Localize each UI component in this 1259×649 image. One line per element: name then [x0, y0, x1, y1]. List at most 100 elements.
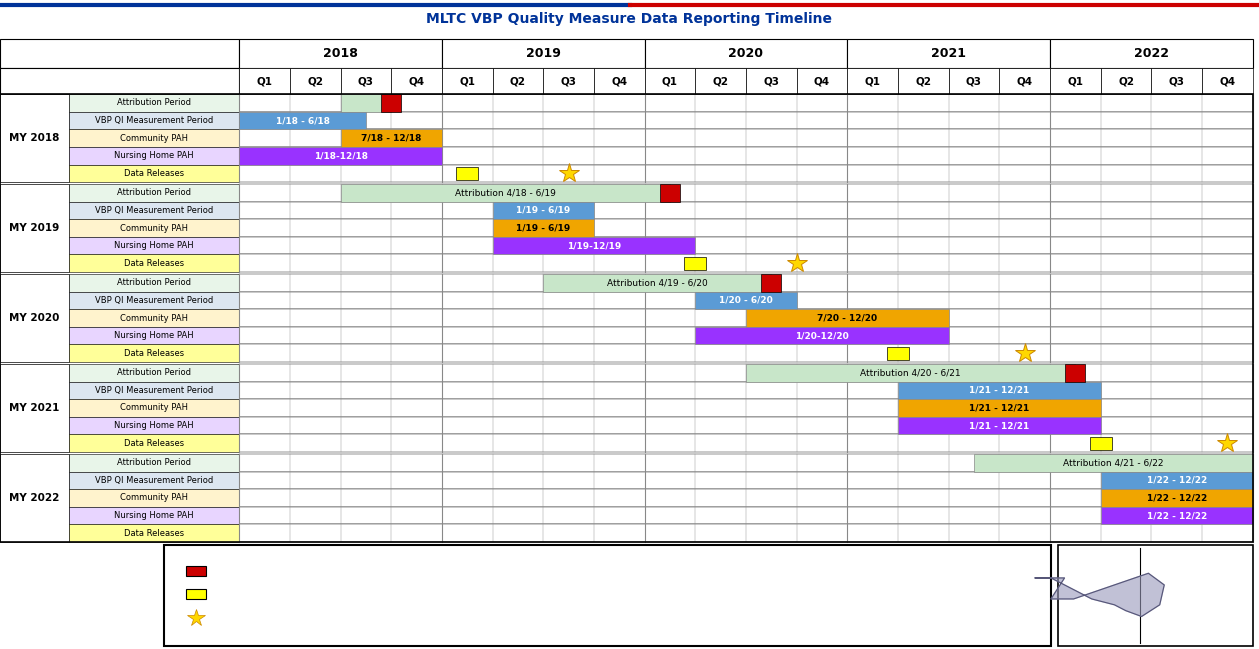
- Text: Q1: Q1: [865, 76, 880, 86]
- Bar: [442, 68, 492, 94]
- Text: Attribution Period: Attribution Period: [117, 188, 191, 197]
- Bar: [594, 68, 645, 94]
- Bar: [1100, 68, 1151, 94]
- Text: Q2: Q2: [713, 76, 729, 86]
- Text: 2019: 2019: [526, 47, 560, 60]
- Text: Q3: Q3: [1168, 76, 1185, 86]
- Text: Data Releases: Data Releases: [125, 259, 184, 268]
- Bar: [544, 274, 772, 291]
- Bar: [340, 184, 670, 202]
- Text: VBP QI Measurement Period: VBP QI Measurement Period: [96, 206, 213, 215]
- Bar: [69, 129, 239, 147]
- Bar: [69, 219, 239, 237]
- Text: MY 2021: MY 2021: [9, 403, 60, 413]
- Bar: [0, 94, 69, 182]
- Bar: [1065, 364, 1085, 382]
- Bar: [69, 237, 239, 254]
- Bar: [69, 309, 239, 327]
- Bar: [1050, 68, 1100, 94]
- Text: Attribution Period: Attribution Period: [117, 458, 191, 467]
- Bar: [239, 274, 1253, 291]
- Bar: [239, 472, 1253, 489]
- Text: 7/18 - 12/18: 7/18 - 12/18: [361, 134, 422, 143]
- Bar: [239, 237, 1253, 254]
- Text: - Attribution file due to DOH: - Attribution file due to DOH: [219, 566, 365, 576]
- Bar: [69, 184, 239, 202]
- Text: 1/22 - 12/22: 1/22 - 12/22: [1147, 493, 1207, 502]
- Bar: [0, 39, 239, 68]
- Text: Q4: Q4: [1219, 76, 1235, 86]
- Bar: [456, 167, 478, 180]
- Bar: [239, 382, 1253, 399]
- Bar: [69, 364, 239, 382]
- Text: Community PAH: Community PAH: [120, 493, 189, 502]
- Bar: [69, 434, 239, 452]
- Bar: [239, 164, 1253, 182]
- Text: Q1: Q1: [460, 76, 475, 86]
- Bar: [0, 274, 69, 362]
- Bar: [492, 202, 594, 219]
- Bar: [1050, 39, 1253, 68]
- Bar: [69, 327, 239, 345]
- Text: 1/22 - 12/22: 1/22 - 12/22: [1147, 476, 1207, 485]
- Bar: [974, 454, 1253, 472]
- Text: MLTC VBP Quality Measure Data Reporting Timeline: MLTC VBP Quality Measure Data Reporting …: [427, 12, 832, 27]
- Bar: [186, 589, 206, 599]
- Bar: [239, 364, 1253, 382]
- Bar: [1089, 437, 1112, 450]
- Bar: [1202, 68, 1253, 94]
- Bar: [0, 68, 239, 94]
- Text: Department: Department: [1158, 583, 1234, 593]
- Bar: [695, 291, 797, 309]
- Text: Nursing Home PAH: Nursing Home PAH: [115, 241, 194, 250]
- Text: Attribution 4/18 - 6/19: Attribution 4/18 - 6/19: [454, 188, 555, 197]
- Text: 1/18-12/18: 1/18-12/18: [313, 151, 368, 160]
- Bar: [340, 68, 392, 94]
- Bar: [239, 112, 366, 129]
- Text: MY 2022: MY 2022: [9, 493, 60, 503]
- Bar: [239, 489, 1253, 507]
- Bar: [1000, 68, 1050, 94]
- Bar: [762, 274, 782, 291]
- Bar: [492, 237, 695, 254]
- Bar: [239, 327, 1253, 345]
- Bar: [239, 39, 442, 68]
- Text: of Health: of Health: [1167, 598, 1225, 608]
- Text: Q1: Q1: [662, 76, 677, 86]
- Text: Q1: Q1: [257, 76, 272, 86]
- Bar: [69, 345, 239, 362]
- Text: VBP QI Measurement Period: VBP QI Measurement Period: [96, 476, 213, 485]
- Bar: [1100, 507, 1253, 524]
- Bar: [69, 164, 239, 182]
- Bar: [1100, 472, 1253, 489]
- Bar: [69, 254, 239, 272]
- Bar: [745, 68, 797, 94]
- Bar: [69, 291, 239, 309]
- Bar: [645, 68, 695, 94]
- Text: Q4: Q4: [1016, 76, 1032, 86]
- Bar: [492, 68, 544, 94]
- Bar: [239, 202, 1253, 219]
- Bar: [239, 507, 1253, 524]
- Text: 7/20 - 12/20: 7/20 - 12/20: [817, 313, 878, 323]
- Bar: [745, 364, 1075, 382]
- Bar: [660, 184, 680, 202]
- Text: 2018: 2018: [324, 47, 358, 60]
- Text: Q2: Q2: [915, 76, 932, 86]
- Bar: [239, 399, 1253, 417]
- Text: Q4: Q4: [408, 76, 424, 86]
- Text: Community PAH: Community PAH: [120, 404, 189, 413]
- Text: VBP QI Measurement Period: VBP QI Measurement Period: [96, 386, 213, 395]
- Text: Nursing Home PAH: Nursing Home PAH: [115, 421, 194, 430]
- Text: Q2: Q2: [307, 76, 324, 86]
- Text: 1/18 - 6/18: 1/18 - 6/18: [276, 116, 330, 125]
- Bar: [381, 94, 402, 112]
- Bar: [239, 147, 1253, 164]
- Text: Q3: Q3: [358, 76, 374, 86]
- Bar: [948, 68, 1000, 94]
- Bar: [186, 566, 206, 576]
- Text: Data Releases: Data Releases: [125, 529, 184, 537]
- Bar: [544, 68, 594, 94]
- Text: 1/19 - 6/19: 1/19 - 6/19: [516, 223, 570, 232]
- Bar: [898, 382, 1100, 399]
